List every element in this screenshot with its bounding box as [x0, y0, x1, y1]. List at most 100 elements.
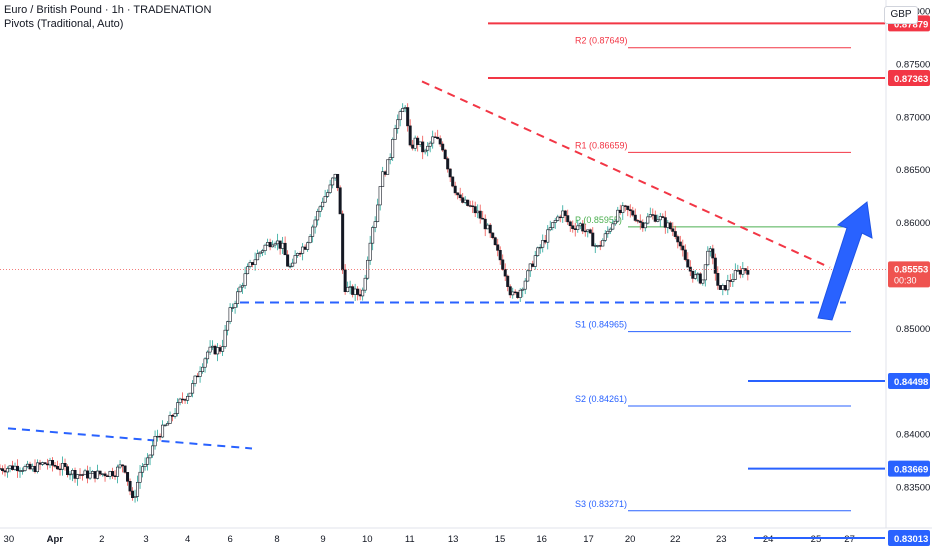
candle-body [718, 285, 722, 290]
candle-body [108, 471, 112, 477]
candle-body [393, 128, 397, 140]
candle-body [371, 227, 375, 244]
last-price-tag [888, 261, 930, 288]
price-axis-tag-label: 0.87363 [894, 74, 928, 85]
pivot-label: S2 (0.84261) [575, 394, 627, 404]
candle-body [213, 345, 217, 355]
candle-body [123, 465, 127, 473]
candle-body [531, 263, 535, 267]
candle-body [11, 465, 15, 470]
candle-body [728, 280, 732, 282]
candle-body [16, 465, 20, 472]
candle-body [521, 288, 525, 291]
candle-body [638, 220, 642, 223]
candle-body [306, 242, 310, 250]
candle-body [138, 471, 142, 483]
candle-body [363, 277, 367, 291]
candle-body [376, 204, 380, 222]
candle-body [96, 470, 100, 479]
candle-body [33, 465, 37, 472]
candle-body [378, 186, 382, 206]
candle-body [636, 220, 640, 222]
x-tick-label: 16 [536, 534, 547, 545]
candle-body [703, 264, 707, 281]
candle-body [736, 270, 740, 272]
price-axis-tag-label: 0.87879 [894, 19, 928, 30]
candle-body [408, 125, 412, 146]
candle-body [566, 215, 570, 223]
candle-body [93, 471, 97, 479]
candle-body [6, 468, 10, 473]
indicator-legend[interactable]: Pivots (Traditional, Auto) [4, 18, 124, 30]
candle-body [426, 145, 430, 151]
candle-body [236, 291, 240, 304]
candle-body [316, 211, 320, 221]
candle-body [733, 270, 737, 280]
y-tick-label: 0.84000 [896, 430, 930, 441]
candle-body [226, 321, 230, 331]
candle-body [113, 475, 117, 477]
candle-body [453, 185, 457, 194]
candle-body [478, 210, 482, 219]
candle-body [191, 383, 195, 394]
candle-body [466, 199, 470, 206]
candle-body [271, 244, 275, 248]
candle-body [608, 228, 612, 232]
candle-body [281, 242, 285, 249]
candle-body [51, 460, 55, 466]
candle-body [101, 473, 105, 475]
candle-body [193, 375, 197, 384]
candle-body [326, 192, 330, 197]
candle-body [716, 273, 720, 286]
candle-body [706, 250, 710, 266]
candle-body [423, 149, 427, 153]
candle-body [633, 214, 637, 221]
candle-body [381, 171, 385, 187]
candle-body [21, 470, 25, 472]
candle-body [358, 294, 362, 297]
candle-body [441, 143, 445, 151]
candle-body [373, 221, 377, 228]
candle-body [3, 470, 7, 473]
candle-body [556, 216, 560, 221]
candle-body [746, 270, 750, 275]
candle-body [276, 240, 280, 245]
candle-body [323, 196, 327, 203]
candle-body [401, 108, 405, 113]
candle-body [721, 285, 725, 290]
candle-body [208, 346, 212, 353]
currency-button[interactable]: GBP [884, 6, 918, 24]
candle-body [598, 245, 602, 247]
candle-body [243, 273, 247, 286]
candle-body [488, 224, 492, 234]
x-tick-label: 17 [583, 534, 594, 545]
candle-body [278, 240, 282, 249]
candle-body [711, 248, 715, 259]
candle-body [513, 291, 517, 294]
candle-body [73, 470, 77, 479]
candle-body [403, 107, 407, 109]
candle-body [301, 246, 305, 254]
candle-body [461, 197, 465, 203]
candle-body [341, 213, 345, 271]
candle-body [651, 214, 655, 216]
candle-body [613, 220, 617, 225]
candle-body [458, 194, 462, 199]
candle-body [623, 205, 627, 207]
candle-body [23, 466, 27, 471]
symbol-title[interactable]: Euro / British Pound · 1h · TRADENATION [4, 4, 212, 16]
candle-body [238, 286, 242, 293]
candle-body [256, 253, 260, 261]
candle-body [671, 228, 675, 232]
candle-body [273, 243, 277, 246]
candle-body [233, 303, 237, 308]
candle-body [578, 223, 582, 227]
candle-body [151, 445, 155, 456]
candle-body [163, 424, 167, 427]
x-tick-label: 24 [763, 534, 774, 545]
x-tick-label: 13 [448, 534, 459, 545]
price-axis-tag [888, 460, 930, 477]
candle-body [106, 475, 110, 477]
